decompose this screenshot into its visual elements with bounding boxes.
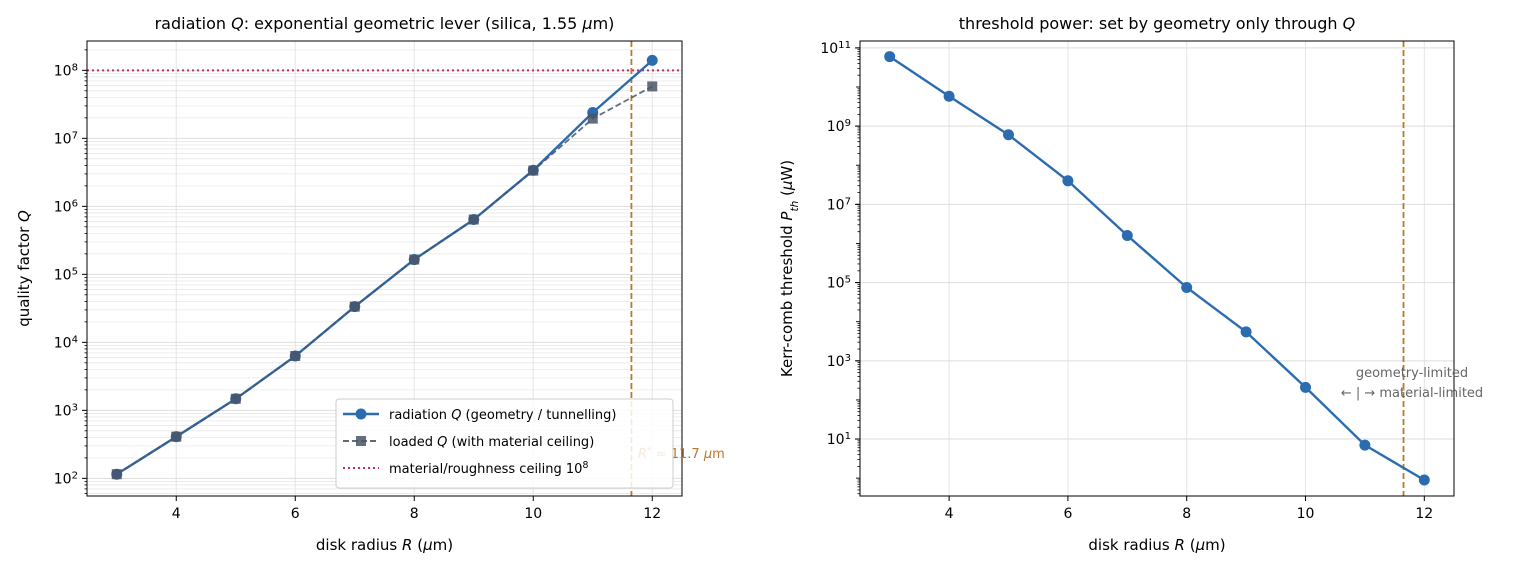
geometry-limited-note: geometry-limited [1356,366,1468,381]
data-point-circle [1121,229,1133,241]
data-point-circle [884,51,896,63]
right-x-axis-label: disk radius R (µm) [1088,536,1225,554]
legend-label: radiation Q (geometry / tunnelling) [389,408,616,423]
data-point-square [230,393,241,404]
data-point-circle [943,90,955,102]
right-chart-title: threshold power: set by geometry only th… [959,14,1355,33]
data-point-square [290,350,301,361]
data-point-square [111,469,122,480]
y-tick-label: 107 [827,196,851,214]
y-tick-label: 107 [54,130,78,148]
x-tick-label: 8 [1182,506,1191,522]
y-tick-label: 105 [827,274,851,292]
left-chart-title: radiation Q: exponential geometric lever… [155,14,615,33]
legend-box [335,398,674,489]
left-axes-frame [86,40,683,497]
data-point-square [468,214,479,225]
data-point-circle [1240,326,1252,338]
y-tick-label: 105 [54,266,78,284]
legend-item: loaded Q (with material ceiling) [343,435,594,450]
legend: radiation Q (geometry / tunnelling) loade… [335,398,674,489]
legend-item: radiation Q (geometry / tunnelling) [343,408,616,423]
data-point-circle [1300,381,1311,393]
x-tick-label: 10 [1297,506,1315,522]
legend-label: loaded Q (with material ceiling) [389,435,594,450]
y-tick-label: 101 [827,431,851,449]
x-tick-label: 12 [643,506,661,522]
data-point-circle [1359,439,1371,451]
y-tick-label: 103 [827,352,851,370]
y-tick-label: 1011 [820,39,851,57]
y-tick-label: 106 [54,198,78,216]
x-tick-label: 4 [945,506,954,522]
right-grid [860,41,1454,496]
material-limited-note: ← | → material-limited [1341,386,1483,401]
data-point-square [171,431,182,442]
series-line-radiation-q [889,55,1425,482]
x-tick-label: 12 [1415,506,1433,522]
left-panel: 4 6 8 10 12 102 103 104 105 106 107 108 radiation … [15,14,725,554]
data-point-square [587,113,598,124]
data-point-square [647,81,658,92]
series-line-loaded-q [116,85,653,475]
data-point-circle [1181,281,1193,293]
data-point-circle [1062,175,1074,187]
legend-label: material/roughness ceiling 108 [389,460,588,478]
y-tick-label: 102 [54,470,78,488]
right-series [884,51,1430,486]
y-tick-label: 104 [54,334,78,352]
left-y-axis-label: quality factor Q [15,210,33,327]
right-panel: 4 6 8 10 12 101 103 105 107 109 1011 threshold po… [778,14,1483,554]
x-tick-label: 4 [172,506,181,522]
data-point-circle [1418,474,1430,486]
legend-swatch-marker [355,408,367,420]
data-point-circle [646,54,658,66]
y-tick-label: 108 [54,62,78,80]
legend-swatch-marker [356,436,366,446]
x-tick-label: 8 [410,506,419,522]
data-point-square [349,301,360,312]
y-tick-label: 109 [827,118,851,136]
x-tick-label: 6 [1063,506,1072,522]
left-x-axis-label: disk radius R (µm) [316,536,453,554]
data-point-circle [1003,129,1014,141]
right-axes-frame [859,40,1455,497]
right-x-ticks: 4 6 8 10 12 [945,496,1433,522]
y-tick-label: 103 [54,402,78,420]
x-tick-label: 10 [524,506,542,522]
data-point-square [528,165,539,176]
right-y-ticks: 101 103 105 107 109 1011 [820,39,860,495]
x-tick-label: 6 [291,506,300,522]
left-y-ticks: 102 103 104 105 106 107 108 [54,49,87,494]
right-y-axis-label: Kerr-comb threshold Pth (µW) [778,160,801,377]
left-series [111,54,658,480]
left-minor-grid [87,49,682,494]
legend-item: material/roughness ceiling 108 [343,460,588,478]
left-x-ticks: 4 6 8 10 12 [172,496,661,522]
data-point-square [409,254,420,265]
